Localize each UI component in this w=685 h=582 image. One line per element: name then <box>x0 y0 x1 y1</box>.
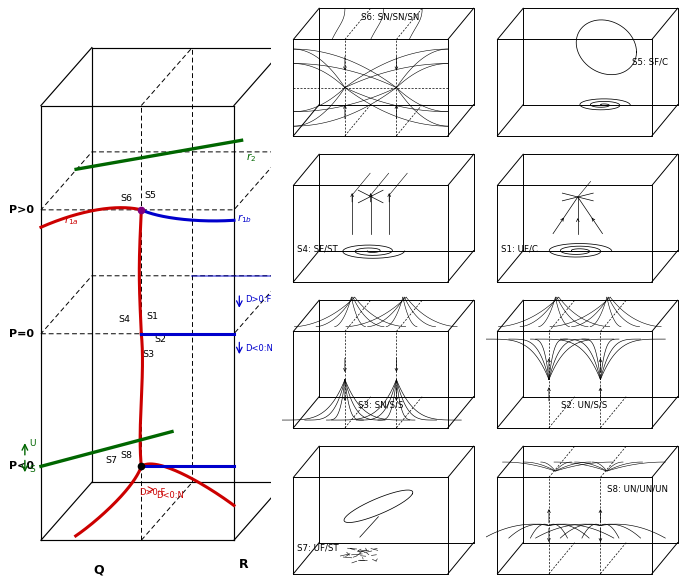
Text: D<0:N: D<0:N <box>156 491 184 501</box>
Text: P=0: P=0 <box>9 329 34 339</box>
Text: Q: Q <box>94 563 104 576</box>
Text: R: R <box>239 558 249 570</box>
Text: S2: S2 <box>155 335 166 345</box>
Text: S7: UF/ST: S7: UF/ST <box>297 544 339 552</box>
Text: S5: SF/C: S5: SF/C <box>632 58 668 66</box>
Text: S5: S5 <box>144 191 156 200</box>
Text: P>0: P>0 <box>9 205 34 215</box>
Text: $r_2$: $r_2$ <box>246 151 256 164</box>
Text: $r_{1b}$: $r_{1b}$ <box>236 212 252 225</box>
Text: S2: UN/S/S: S2: UN/S/S <box>562 400 608 409</box>
Text: S1: UF/C: S1: UF/C <box>501 244 538 253</box>
Text: D<0:N: D<0:N <box>245 344 273 353</box>
Text: S4: S4 <box>119 315 131 324</box>
Text: $r_{1a}$: $r_{1a}$ <box>64 214 79 226</box>
Text: S4: SF/ST: S4: SF/ST <box>297 244 338 253</box>
Text: S8: S8 <box>120 450 132 460</box>
Text: S3: SN/S/S: S3: SN/S/S <box>358 400 403 409</box>
Text: S6: S6 <box>120 194 132 203</box>
Text: U: U <box>29 439 36 448</box>
Text: S3: S3 <box>142 350 155 359</box>
Text: D>0:F: D>0:F <box>138 488 165 498</box>
Text: S7: S7 <box>105 456 117 466</box>
Text: P<0: P<0 <box>9 462 34 471</box>
Text: S6: SN/SN/SN: S6: SN/SN/SN <box>361 12 420 22</box>
Text: D>0:F: D>0:F <box>245 295 271 304</box>
Text: S8: UN/UN/UN: S8: UN/UN/UN <box>607 484 668 493</box>
Text: S1: S1 <box>147 313 159 321</box>
Text: S: S <box>29 465 35 474</box>
